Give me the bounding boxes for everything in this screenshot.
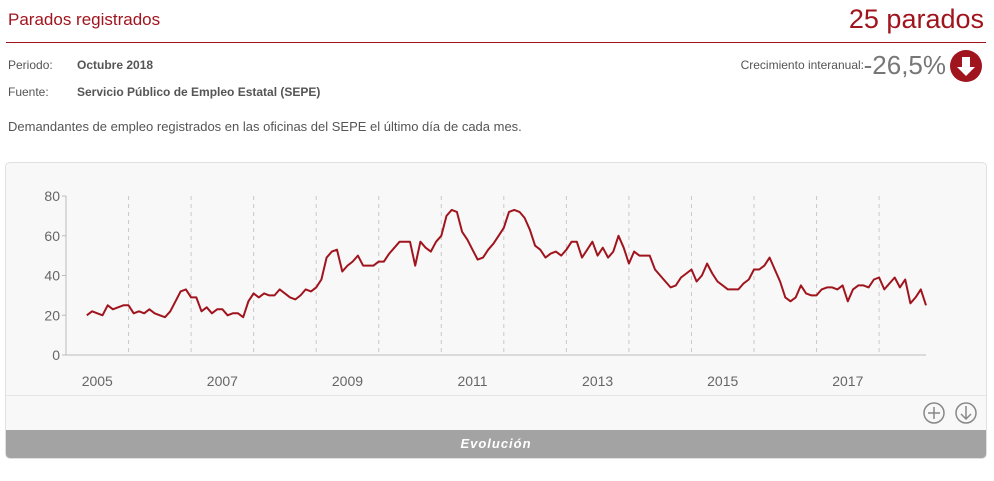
x-tick-label: 2009	[332, 373, 363, 389]
series-line	[86, 208, 927, 319]
down-icon	[950, 50, 982, 82]
x-tick-label: 2013	[582, 373, 613, 389]
evolution-tab[interactable]: Evolución	[6, 430, 986, 458]
x-tick-label: 2011	[457, 373, 487, 389]
period: Octubre 2018	[77, 58, 154, 72]
description: Demandantes de empleo registrados en las…	[8, 119, 522, 134]
chart: 0 20 40 60 80 2005 2007 2009 2011 2013 2015 2017	[44, 188, 927, 389]
total: 25 parados	[848, 4, 984, 34]
source: Servicio Público de Empleo Estatal (SEPE…	[77, 85, 321, 99]
title: Parados registrados	[8, 10, 161, 29]
zoom-in[interactable]	[923, 402, 945, 424]
source-label: Fuente:	[8, 85, 49, 99]
download[interactable]	[955, 402, 977, 424]
y-tick-label: 60	[44, 228, 60, 244]
x-tick-label: 2007	[207, 373, 238, 389]
tools	[923, 402, 977, 424]
growth: -26,5%	[863, 50, 946, 80]
y-tick-label: 0	[52, 347, 60, 363]
x-tick-label: 2005	[82, 373, 113, 389]
divider	[6, 42, 986, 43]
x-tick-label: 2015	[707, 373, 738, 389]
y-tick-label: 20	[44, 307, 60, 323]
x-tick-label: 2017	[832, 373, 863, 389]
growth-label: Crecimiento interanual:	[740, 58, 864, 72]
y-tick-label: 40	[44, 268, 60, 284]
y-tick-label: 80	[44, 188, 60, 204]
separator	[6, 395, 986, 396]
chart-panel: 0 20 40 60 80 2005 2007 2009 2011 2013 2015 2017 Ev…	[5, 162, 987, 459]
period-label: Periodo:	[8, 58, 53, 72]
